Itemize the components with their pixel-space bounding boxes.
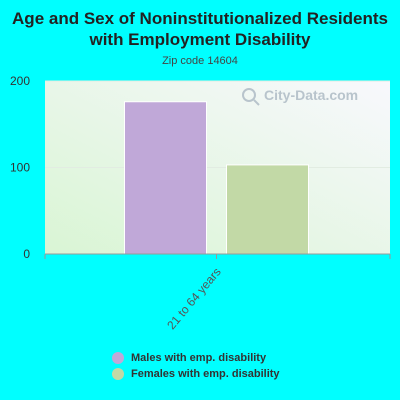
- y-tick-label: 200: [10, 74, 30, 88]
- watermark-text: City-Data.com: [264, 87, 358, 103]
- y-tick-label: 100: [10, 161, 30, 175]
- legend-swatch-males: [112, 352, 124, 364]
- legend-item-males: Males with emp. disability: [112, 350, 280, 366]
- legend: Males with emp. disability Females with …: [112, 350, 280, 382]
- y-tick-label: 0: [23, 247, 30, 261]
- bar-males: [124, 101, 207, 255]
- chart-subtitle: Zip code 14604: [162, 55, 238, 67]
- legend-swatch-females: [112, 368, 124, 380]
- chart-title: Age and Sex of Noninstitutionalized Resi…: [12, 9, 388, 49]
- legend-item-females: Females with emp. disability: [112, 366, 280, 382]
- x-tick-label: 21 to 64 years: [164, 265, 224, 332]
- bar-females: [226, 164, 309, 255]
- watermark: City-Data.com: [242, 87, 358, 106]
- watermark-search-icon: [242, 88, 256, 102]
- watermark-search-icon-handle: [253, 99, 260, 106]
- legend-label-males: Males with emp. disability: [131, 352, 267, 364]
- legend-label-females: Females with emp. disability: [131, 368, 280, 380]
